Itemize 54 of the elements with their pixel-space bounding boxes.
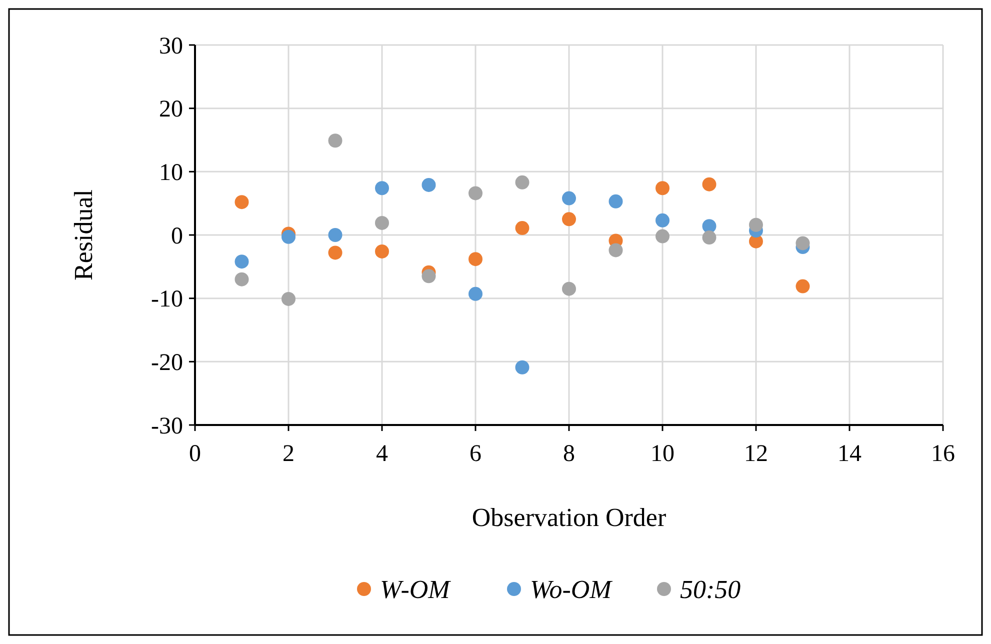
point xyxy=(702,219,716,234)
point xyxy=(749,218,763,232)
point xyxy=(328,228,342,242)
x-tick-label: 14 xyxy=(838,441,862,467)
point xyxy=(702,230,716,245)
x-tick-label: 10 xyxy=(650,441,674,467)
point xyxy=(375,216,389,230)
point xyxy=(234,272,249,286)
y-tick-label: 10 xyxy=(159,160,183,186)
point xyxy=(656,213,670,228)
point xyxy=(422,178,436,192)
x-tick-label: 2 xyxy=(282,441,294,467)
y-tick-label: 20 xyxy=(159,96,183,123)
point xyxy=(468,186,482,200)
point xyxy=(608,194,623,208)
point xyxy=(515,175,530,190)
point xyxy=(375,244,389,258)
point xyxy=(562,282,576,296)
y-tick-label: -20 xyxy=(151,350,183,376)
point xyxy=(656,229,670,244)
point xyxy=(562,212,576,226)
point xyxy=(656,181,670,196)
point xyxy=(328,246,342,260)
point xyxy=(562,191,576,206)
y-tick-label: 0 xyxy=(171,223,183,250)
point xyxy=(375,181,389,196)
point xyxy=(468,252,482,266)
x-axis-title: Observation Order xyxy=(472,503,666,532)
legend-label: 50:50 xyxy=(680,575,741,604)
point xyxy=(515,360,530,374)
legend-label: W-OM xyxy=(380,575,452,604)
y-axis-title: Residual xyxy=(69,190,98,280)
point xyxy=(608,243,623,258)
point xyxy=(515,221,530,236)
x-tick-label: 12 xyxy=(744,441,768,467)
point xyxy=(282,230,296,244)
legend-label: Wo-OM xyxy=(530,575,613,604)
y-tick-label: 30 xyxy=(159,33,183,60)
point xyxy=(328,134,342,148)
point xyxy=(422,269,436,284)
y-tick-label: -30 xyxy=(151,413,183,440)
x-tick-label: 4 xyxy=(376,441,388,467)
point xyxy=(234,195,249,210)
point xyxy=(796,279,810,294)
point xyxy=(282,292,296,306)
point xyxy=(796,236,810,250)
x-tick-label: 8 xyxy=(563,441,575,467)
x-tick-label: 16 xyxy=(931,441,955,467)
x-tick-label: 0 xyxy=(189,441,201,467)
point xyxy=(234,254,249,269)
y-tick-label: -10 xyxy=(151,286,183,313)
x-tick-label: 6 xyxy=(470,441,482,467)
point xyxy=(702,177,716,192)
point xyxy=(468,286,482,301)
